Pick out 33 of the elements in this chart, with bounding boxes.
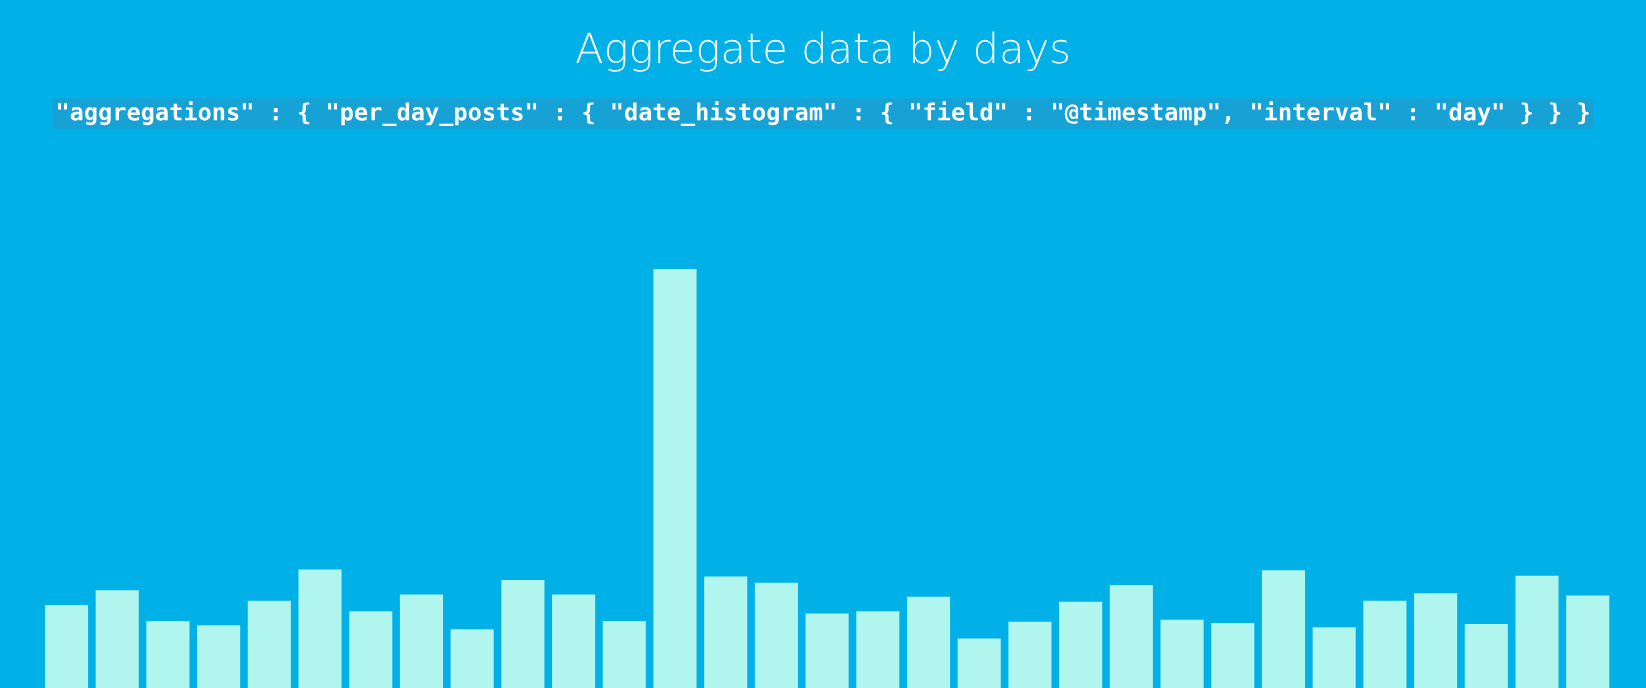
bar — [146, 620, 190, 688]
bar — [247, 600, 291, 688]
bar — [552, 594, 596, 688]
bar — [1414, 593, 1458, 688]
bar — [399, 594, 444, 688]
bar — [44, 605, 89, 688]
bar — [906, 596, 951, 688]
bar — [1261, 570, 1306, 688]
bar — [805, 613, 849, 688]
bar — [957, 638, 1001, 688]
bar — [95, 590, 139, 688]
bar — [298, 569, 342, 688]
bar — [602, 620, 646, 688]
bar — [1109, 584, 1153, 688]
bar — [1008, 621, 1052, 688]
bar — [501, 579, 545, 688]
bar — [349, 611, 393, 688]
bar — [450, 629, 494, 688]
bar — [754, 582, 798, 688]
bar — [1312, 627, 1356, 688]
bar — [856, 611, 900, 688]
chart-title: Aggregate data by days — [576, 31, 1068, 72]
bar — [1464, 623, 1508, 688]
bar — [197, 625, 241, 688]
bar — [1363, 600, 1407, 688]
bar — [1059, 601, 1103, 688]
bar — [1566, 595, 1610, 688]
chart-subtitle: "aggregations" : { "per_day_posts" : { "date_histogram" : { "field" : "@timestamp", "interval" : "day" } } } — [58, 101, 1589, 126]
bar — [1211, 623, 1255, 688]
bar — [1160, 619, 1204, 688]
bar — [653, 269, 697, 688]
bar — [1515, 575, 1559, 688]
bar — [704, 576, 748, 688]
